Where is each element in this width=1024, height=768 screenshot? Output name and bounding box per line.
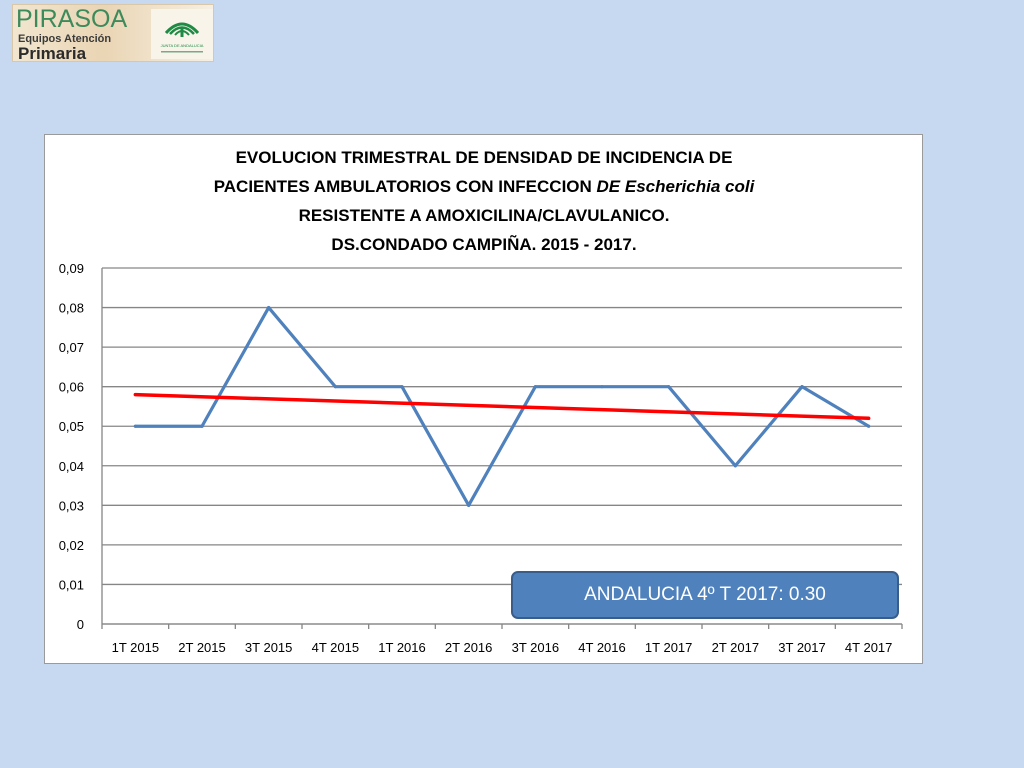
data-point: [667, 385, 671, 389]
x-tick-label: 4T 2017: [845, 640, 892, 655]
x-tick-label: 3T 2017: [778, 640, 825, 655]
junta-andalucia-seal-icon: JUNTA DE ANDALUCIA: [151, 9, 213, 59]
logo-brand: PIRASOA: [16, 5, 128, 33]
trend-line: [133, 392, 871, 421]
series-line: [135, 305, 870, 507]
x-tick-label: 2T 2016: [445, 640, 492, 655]
data-point: [600, 385, 604, 389]
data-point: [400, 385, 404, 389]
chart-title-line: PACIENTES AMBULATORIOS CON INFECCION DE …: [214, 177, 756, 196]
data-point: [733, 464, 737, 468]
line-chart: EVOLUCION TRIMESTRAL DE DENSIDAD DE INCI…: [59, 148, 903, 655]
chart-area: EVOLUCION TRIMESTRAL DE DENSIDAD DE INCI…: [44, 134, 923, 664]
svg-text:JUNTA DE ANDALUCIA: JUNTA DE ANDALUCIA: [161, 43, 204, 48]
y-tick-label: 0,08: [59, 301, 84, 316]
data-point: [467, 503, 471, 507]
andalucia-annotation-box: ANDALUCIA 4º T 2017: 0.30: [511, 571, 899, 619]
y-tick-label: 0,04: [59, 459, 84, 474]
x-tick-label: 3T 2016: [512, 640, 559, 655]
data-point: [533, 385, 537, 389]
x-tick-label: 1T 2015: [112, 640, 159, 655]
chart-title-line: EVOLUCION TRIMESTRAL DE DENSIDAD DE INCI…: [236, 148, 733, 167]
y-tick-label: 0,02: [59, 538, 84, 553]
data-point: [267, 305, 271, 310]
y-tick-label: 0: [77, 617, 84, 632]
logo-subtitle-2: Primaria: [18, 44, 87, 62]
data-point: [867, 424, 871, 428]
x-tick-label: 1T 2016: [378, 640, 425, 655]
x-tick-label: 1T 2017: [645, 640, 692, 655]
y-tick-label: 0,05: [59, 419, 84, 434]
chart-title-line: RESISTENTE A AMOXICILINA/CLAVULANICO.: [299, 206, 670, 225]
x-tick-label: 4T 2015: [312, 640, 359, 655]
y-tick-label: 0,09: [59, 261, 84, 276]
y-tick-label: 0,01: [59, 577, 84, 592]
y-tick-label: 0,03: [59, 498, 84, 513]
logo-subtitle: Equipos Atención: [18, 33, 112, 45]
data-point: [800, 385, 804, 389]
x-tick-label: 3T 2015: [245, 640, 292, 655]
x-tick-label: 2T 2017: [712, 640, 759, 655]
pirasoa-logo: PIRASOA Equipos Atención Primaria JUNTA …: [12, 4, 214, 62]
x-tick-label: 2T 2015: [178, 640, 225, 655]
chart-title-line: DS.CONDADO CAMPIÑA. 2015 - 2017.: [331, 234, 636, 254]
data-point: [200, 424, 204, 428]
y-tick-label: 0,07: [59, 340, 84, 355]
data-point: [133, 424, 137, 428]
y-tick-label: 0,06: [59, 380, 84, 395]
data-point: [333, 385, 337, 389]
x-tick-label: 4T 2016: [578, 640, 625, 655]
